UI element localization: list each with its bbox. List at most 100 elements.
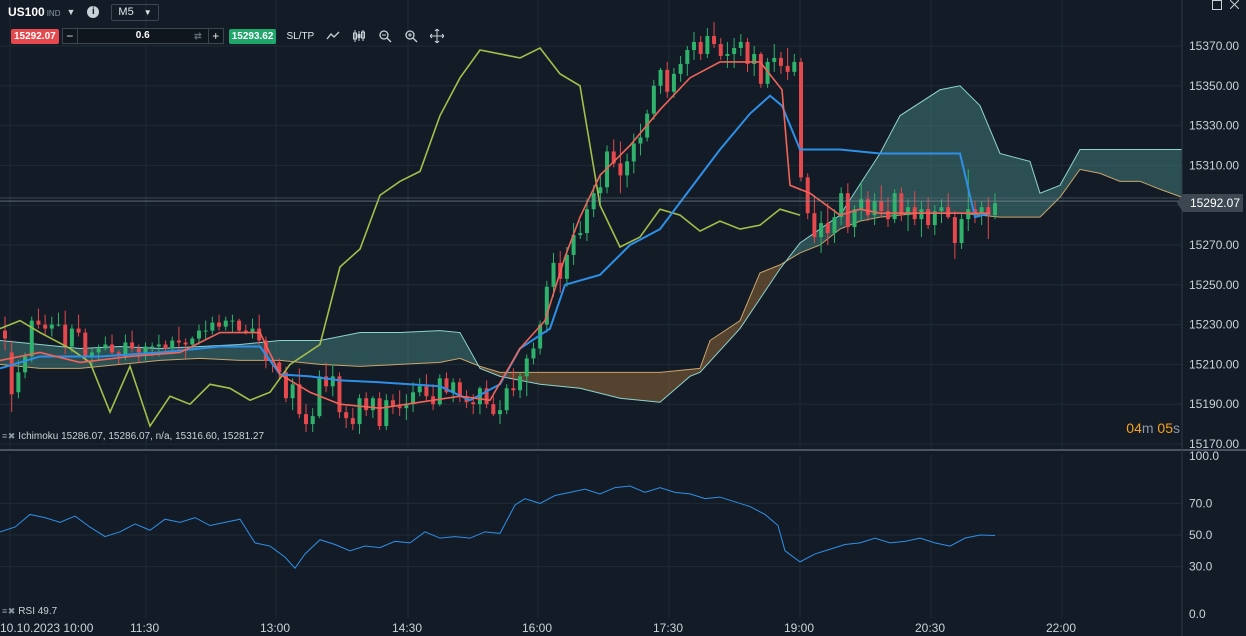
zoom-out-icon[interactable]: [378, 29, 392, 43]
candle-body: [250, 328, 255, 333]
candle-body: [83, 332, 88, 357]
candle-body: [631, 143, 636, 162]
candle-body: [504, 388, 509, 411]
maximize-icon[interactable]: [1212, 0, 1222, 10]
close-icon[interactable]: [1230, 0, 1239, 9]
candle-countdown: 04m 05s: [1126, 420, 1180, 436]
timeframe-select[interactable]: M5 ▼: [111, 3, 159, 21]
candle-body: [397, 406, 402, 409]
countdown-sec: 05: [1157, 420, 1173, 436]
candle-body: [390, 400, 395, 407]
candle-body: [23, 356, 28, 373]
candle-body: [839, 193, 844, 218]
candle-body: [484, 388, 489, 405]
candle-body: [43, 324, 48, 329]
candle-body: [36, 320, 41, 325]
candle-body: [785, 65, 790, 72]
candle-body: [952, 217, 957, 244]
quantity-stepper[interactable]: − 0.6 ⇄ +: [61, 28, 224, 44]
candle-body: [732, 47, 737, 54]
candle-body: [384, 400, 389, 427]
quantity-input[interactable]: 0.6 ⇄: [76, 29, 209, 43]
candle-body: [16, 372, 21, 393]
candle-body: [879, 201, 884, 212]
candle-body: [865, 199, 870, 216]
time-tick-label: 22:00: [1046, 621, 1076, 635]
candle-body: [56, 324, 61, 326]
candle-body: [96, 348, 101, 353]
candle-body: [678, 63, 683, 74]
ichimoku-legend[interactable]: ≡ ✖ Ichimoku 15286.07, 15286.07, n/a, 15…: [2, 431, 264, 442]
sltp-button[interactable]: SL/TP: [286, 30, 315, 42]
candle-body: [578, 233, 583, 236]
increase-button[interactable]: +: [212, 29, 220, 43]
tenkan-line: [0, 61, 990, 409]
info-icon[interactable]: i: [87, 6, 100, 18]
candle-body: [310, 416, 315, 425]
candle-body: [364, 398, 369, 411]
price-tick-label: 15350.00: [1189, 79, 1239, 93]
candle-body: [411, 392, 416, 405]
candle-body: [852, 209, 857, 228]
ichimoku-lines: [0, 46, 991, 428]
countdown-s: s: [1173, 420, 1180, 436]
ichimoku-cloud: [0, 85, 1183, 403]
candle-body: [63, 324, 68, 347]
candle-body: [524, 358, 529, 377]
zoom-in-icon[interactable]: [404, 29, 418, 43]
rsi-tick-label: 70.0: [1189, 496, 1213, 510]
menu-icon[interactable]: ≡ ✖: [2, 606, 15, 616]
candle-body: [451, 382, 456, 393]
senkou-b-line: [0, 85, 1182, 403]
time-tick-label: 13:00: [260, 621, 290, 635]
candle-body: [972, 209, 977, 214]
candle-body: [725, 53, 730, 56]
candle-body: [765, 61, 770, 84]
candle-body: [946, 207, 951, 218]
candle-body: [718, 44, 723, 56]
rsi-tick-label: 30.0: [1189, 560, 1213, 574]
candle-body: [986, 207, 991, 216]
candle-body: [304, 414, 309, 425]
sell-button[interactable]: 15292.07: [11, 28, 59, 44]
candle-body: [638, 137, 643, 144]
candle-body: [518, 376, 523, 391]
candle-body: [892, 193, 897, 220]
candle-body: [136, 348, 141, 353]
candle-body: [778, 57, 783, 66]
rsi-tick-label: 0.0: [1189, 607, 1206, 621]
price-tick-label: 15230.00: [1189, 318, 1239, 332]
chikou-line: [0, 46, 801, 428]
symbol-name[interactable]: US100: [8, 5, 45, 19]
time-tick-label: 11:30: [130, 621, 159, 635]
menu-icon[interactable]: ≡ ✖: [2, 431, 15, 441]
candle-body: [297, 384, 302, 415]
candle-body: [110, 344, 115, 353]
candle-body: [658, 69, 663, 86]
candle-body: [404, 404, 409, 409]
candle-body: [357, 398, 362, 425]
decrease-button[interactable]: −: [66, 29, 74, 43]
quantity-value: 0.6: [135, 30, 150, 41]
candle-body: [906, 207, 911, 216]
candle-body: [712, 36, 717, 45]
candle-body: [544, 286, 549, 325]
buy-button[interactable]: 15293.62: [228, 28, 277, 44]
candles-icon[interactable]: [352, 29, 366, 43]
line-chart-icon[interactable]: [326, 29, 340, 43]
price-tick-label: 15250.00: [1189, 278, 1239, 292]
candle-body: [625, 161, 630, 176]
rsi-legend[interactable]: ≡ ✖ RSI 49.7: [2, 606, 57, 617]
timeframe-value: M5: [118, 5, 134, 18]
candle-body: [551, 262, 556, 287]
candle-body: [859, 199, 864, 210]
candle-body: [324, 376, 329, 387]
countdown-min: 04: [1126, 420, 1142, 436]
candle-body: [584, 209, 589, 234]
candle-body: [531, 348, 536, 359]
crosshair-icon[interactable]: [430, 29, 445, 43]
chevron-down-icon[interactable]: ▼: [66, 7, 76, 17]
candle-body: [89, 352, 94, 357]
